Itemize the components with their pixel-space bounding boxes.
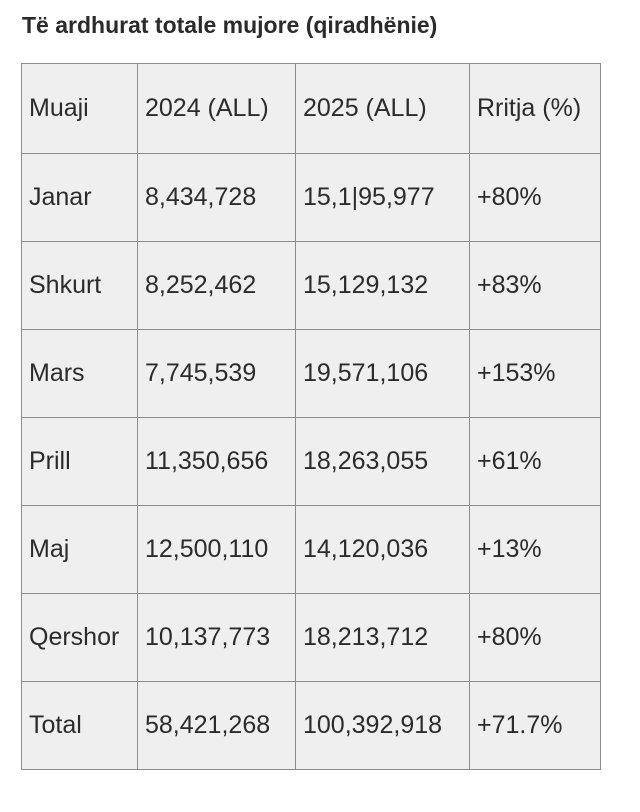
column-header-2024: 2024 (ALL) bbox=[137, 63, 296, 154]
cell-month: Mars bbox=[21, 329, 138, 418]
table-row: Qershor 10,137,773 18,213,712 +80% bbox=[21, 593, 601, 682]
cell-growth: +80% bbox=[469, 153, 601, 242]
cell-month: Shkurt bbox=[21, 241, 138, 330]
cell-2025: 100,392,918 bbox=[295, 681, 470, 770]
cell-2025: 18,263,055 bbox=[295, 417, 470, 506]
table-row-total: Total 58,421,268 100,392,918 +71.7% bbox=[21, 681, 601, 770]
cell-2024: 11,350,656 bbox=[137, 417, 296, 506]
page-title: Të ardhurat totale mujore (qiradhënie) bbox=[22, 12, 438, 38]
cell-month: Prill bbox=[21, 417, 138, 506]
cell-2024: 10,137,773 bbox=[137, 593, 296, 682]
cell-2025: 18,213,712 bbox=[295, 593, 470, 682]
table-header-row: Muaji 2024 (ALL) 2025 (ALL) Rritja (%) bbox=[21, 63, 601, 154]
cell-growth: +83% bbox=[469, 241, 601, 330]
cell-growth: +153% bbox=[469, 329, 601, 418]
cell-month: Qershor bbox=[21, 593, 138, 682]
cell-2025: 19,571,106 bbox=[295, 329, 470, 418]
table-row: Prill 11,350,656 18,263,055 +61% bbox=[21, 417, 601, 506]
revenue-table: Muaji 2024 (ALL) 2025 (ALL) Rritja (%) J… bbox=[21, 63, 601, 770]
cell-growth: +80% bbox=[469, 593, 601, 682]
column-header-2025: 2025 (ALL) bbox=[295, 63, 470, 154]
cell-2024: 8,434,728 bbox=[137, 153, 296, 242]
cell-2024: 58,421,268 bbox=[137, 681, 296, 770]
cell-2025: 15,129,132 bbox=[295, 241, 470, 330]
cell-growth: +13% bbox=[469, 505, 601, 594]
cell-month: Janar bbox=[21, 153, 138, 242]
cell-2024: 7,745,539 bbox=[137, 329, 296, 418]
column-header-month: Muaji bbox=[21, 63, 138, 154]
cell-2024: 12,500,110 bbox=[137, 505, 296, 594]
cell-2025: 15,1|95,977 bbox=[295, 153, 470, 242]
cell-growth: +61% bbox=[469, 417, 601, 506]
table-row: Janar 8,434,728 15,1|95,977 +80% bbox=[21, 153, 601, 242]
cell-month: Maj bbox=[21, 505, 138, 594]
column-header-growth: Rritja (%) bbox=[469, 63, 601, 154]
cell-growth: +71.7% bbox=[469, 681, 601, 770]
table-row: Shkurt 8,252,462 15,129,132 +83% bbox=[21, 241, 601, 330]
table-row: Maj 12,500,110 14,120,036 +13% bbox=[21, 505, 601, 594]
cell-2024: 8,252,462 bbox=[137, 241, 296, 330]
cell-month: Total bbox=[21, 681, 138, 770]
cell-2025: 14,120,036 bbox=[295, 505, 470, 594]
table-row: Mars 7,745,539 19,571,106 +153% bbox=[21, 329, 601, 418]
